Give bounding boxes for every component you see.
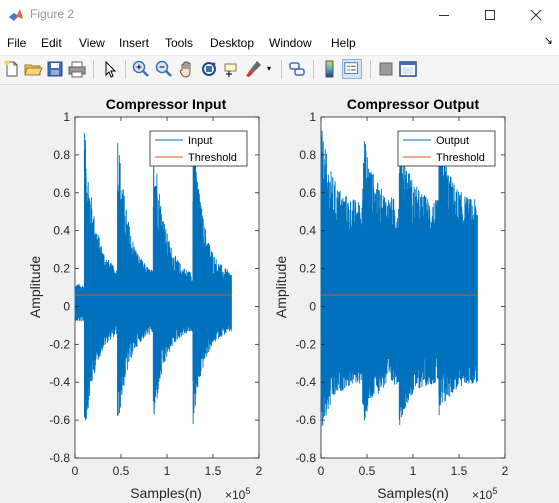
legend-label-threshold: Threshold [436, 152, 485, 164]
y-tick-label: -0.8 [49, 451, 70, 465]
y-tick-label: 0 [309, 299, 316, 313]
y-tick-label: 1 [309, 110, 316, 124]
chart-title: Compressor Output [347, 96, 480, 112]
menu-window[interactable]: Window [269, 36, 312, 50]
colorbar-icon[interactable] [320, 59, 340, 79]
menu-edit[interactable]: Edit [41, 36, 62, 50]
rotate-icon[interactable] [199, 59, 219, 79]
maximize-button[interactable] [467, 0, 513, 30]
x-tick-label: 0 [318, 464, 325, 478]
save-icon[interactable] [45, 59, 65, 79]
x-exponent-label: ×105 [472, 486, 497, 502]
x-axis-label: Samples(n) [377, 485, 449, 501]
legend[interactable]: Output Threshold [397, 130, 496, 167]
y-tick-label: -0.2 [295, 337, 316, 351]
brush-icon[interactable] [244, 59, 264, 79]
zoom-out-icon[interactable] [154, 59, 174, 79]
axes-compressor-input[interactable]: Compressor Input 0 0.5 1 1.5 2 -0.8 -0.6 -0.4 -0… [27, 96, 263, 502]
y-tick-label: 0.8 [299, 148, 316, 162]
y-tick-label: 0.6 [299, 186, 316, 200]
legend-label-input: Input [188, 135, 212, 147]
x-axis-label: Samples(n) [130, 485, 202, 501]
x-tick-label: 0.5 [113, 464, 130, 478]
axes-compressor-output[interactable]: Compressor Output 0 0.5 1 1.5 2 -0.8 -0.6 -0.4 -… [273, 96, 509, 502]
x-tick-label: 1 [164, 464, 171, 478]
title-bar: Figure 2 [0, 0, 559, 30]
menu-overflow-icon[interactable]: ↘ [543, 35, 553, 47]
menu-view[interactable]: View [79, 36, 105, 50]
x-tick-label: 0.5 [359, 464, 376, 478]
y-tick-label: 0.2 [299, 262, 316, 276]
toolbar-separator [313, 60, 314, 79]
close-button[interactable] [513, 0, 559, 30]
x-tick-label: 1 [410, 464, 417, 478]
link-icon[interactable] [287, 59, 307, 79]
x-tick-label: 2 [502, 464, 509, 478]
legend-label-threshold: Threshold [188, 152, 237, 164]
y-tick-label: 0.2 [53, 262, 70, 276]
y-tick-label: 0 [63, 299, 70, 313]
hide-plot-tools-icon[interactable] [376, 59, 396, 79]
chart-title: Compressor Input [106, 96, 227, 112]
y-tick-label: 0.6 [53, 186, 70, 200]
x-tick-label: 2 [256, 464, 263, 478]
signal-line [74, 133, 232, 425]
toolbar-separator [370, 60, 371, 79]
y-tick-label: 1 [63, 110, 70, 124]
minimize-button[interactable] [421, 0, 467, 30]
brush-dropdown-icon[interactable]: ▾ [267, 64, 272, 73]
y-tick-label: 0.4 [53, 224, 70, 238]
x-tick-label: 1.5 [205, 464, 222, 478]
menu-tools[interactable]: Tools [165, 36, 194, 50]
x-exponent-label: ×105 [225, 486, 250, 502]
zoom-in-icon[interactable] [131, 59, 151, 79]
pointer-icon[interactable] [100, 59, 120, 79]
show-plot-tools-icon[interactable] [398, 59, 418, 79]
matlab-logo-icon [8, 7, 24, 23]
legend-icon[interactable] [342, 59, 362, 79]
pan-icon[interactable] [177, 59, 197, 79]
y-tick-label: -0.6 [49, 413, 70, 427]
y-tick-label: 0.4 [299, 224, 316, 238]
menu-insert[interactable]: Insert [119, 36, 150, 50]
menu-desktop[interactable]: Desktop [210, 36, 255, 50]
toolbar: ▾ [0, 56, 559, 85]
x-tick-label: 1.5 [451, 464, 468, 478]
legend-box [149, 130, 248, 167]
signal-group [74, 133, 232, 425]
x-tick-label: 0 [72, 464, 79, 478]
figure-canvas[interactable]: Compressor Input 0 0.5 1 1.5 2 -0.8 -0.6 -0.4 -0… [0, 85, 559, 503]
window-title: Figure 2 [30, 7, 75, 21]
new-figure-icon[interactable] [2, 59, 22, 79]
y-tick-label: -0.6 [295, 413, 316, 427]
y-tick-label: 0.8 [53, 148, 70, 162]
axis-ticks: 0 0.5 1 1.5 2 -0.8 -0.6 -0.4 -0.2 0 0.2 0.4 0.6 0.8 1 [49, 110, 262, 478]
print-icon[interactable] [67, 59, 87, 79]
menu-bar: File Edit View Insert Tools Desktop Wind… [0, 30, 559, 56]
open-file-icon[interactable] [23, 59, 43, 79]
legend-box [397, 130, 496, 167]
data-cursor-icon[interactable] [222, 59, 242, 79]
menu-help[interactable]: Help [331, 36, 356, 50]
toolbar-separator [281, 60, 282, 79]
toolbar-separator [93, 60, 94, 79]
y-tick-label: -0.4 [295, 375, 316, 389]
y-tick-label: -0.2 [49, 337, 70, 351]
plots-svg: Compressor Input 0 0.5 1 1.5 2 -0.8 -0.6 -0.4 -0… [27, 96, 509, 502]
menu-file[interactable]: File [7, 36, 27, 50]
y-axis-label: Amplitude [273, 256, 289, 318]
legend-label-output: Output [436, 135, 469, 147]
toolbar-separator [125, 60, 126, 79]
y-axis-label: Amplitude [27, 256, 43, 318]
axis-ticks: 0 0.5 1 1.5 2 -0.8 -0.6 -0.4 -0.2 0 0.2 0.4 0.6 0.8 1 [295, 110, 508, 478]
y-tick-label: -0.8 [295, 451, 316, 465]
legend[interactable]: Input Threshold [149, 130, 248, 167]
y-tick-label: -0.4 [49, 375, 70, 389]
